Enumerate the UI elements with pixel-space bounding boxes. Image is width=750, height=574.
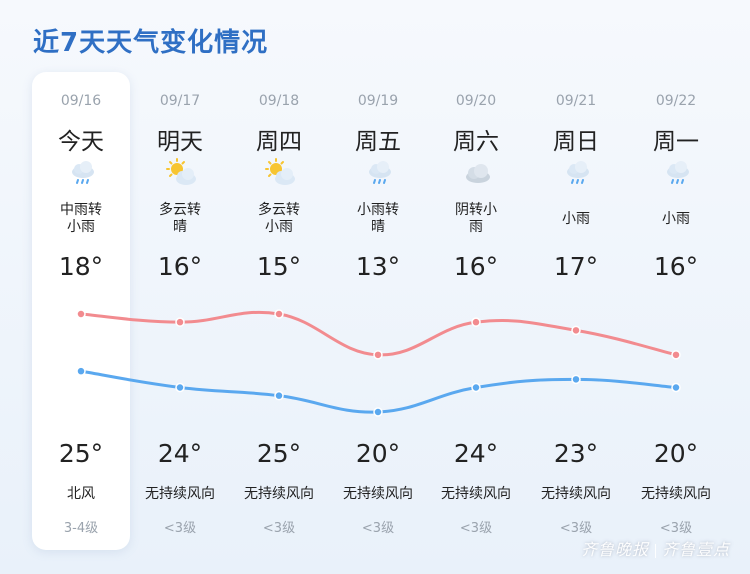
day-label: 今天 [58, 129, 104, 155]
low-temp-line [80, 369, 677, 414]
high-temp-point [571, 325, 581, 336]
day-column[interactable]: 09/16 今天中雨转 小雨 18° 25° 北风 3-4级 [32, 0, 130, 574]
weather-desc-line: 小雨 [67, 219, 95, 235]
wind-direction: 无持续风向 [641, 486, 711, 502]
watermark-right: 齐鲁壹点 [661, 540, 730, 559]
date-label: 09/20 [455, 93, 497, 109]
date-label: 09/22 [655, 93, 697, 109]
wind-level: <3级 [163, 521, 197, 536]
bottom-temp: 23° [553, 439, 599, 468]
date-label: 09/16 [60, 93, 102, 109]
page-title: 近7天天气变化情况 [33, 28, 269, 58]
date-label: 09/18 [258, 93, 300, 109]
weather-desc: 小雨转晴 [343, 202, 413, 236]
day-column[interactable]: 09/18 周四多云转 小雨 15° 25° 无持续风向 <3级 [230, 0, 328, 574]
high-temp-point [471, 317, 481, 327]
top-temp: 13° [355, 252, 401, 281]
low-temp-point [471, 382, 481, 393]
day-label: 周六 [453, 129, 499, 155]
low-temp-point [571, 374, 581, 385]
wind-direction: 无持续风向 [441, 486, 511, 502]
high-temp-point [274, 309, 284, 319]
rain-cloud-icon [562, 158, 592, 188]
weather-desc-line: 阴转小 [455, 202, 497, 218]
day-column[interactable]: 09/22 周一小雨 16° 20° 无持续风向 <3级 [627, 0, 725, 574]
wind-direction: 无持续风向 [541, 486, 611, 502]
high-temp-point [671, 350, 681, 360]
weather-desc-line: 小雨 [662, 211, 690, 227]
weather-desc-line: 多云转 [258, 202, 300, 218]
weather-desc: 小雨 [641, 211, 711, 228]
weather-desc-line: 小雨 [265, 219, 293, 235]
wind-direction: 无持续风向 [343, 486, 413, 502]
day-label: 周五 [355, 129, 401, 155]
day-column[interactable]: 09/19 周五小雨转晴 13° 20° 无持续风向 <3级 [329, 0, 427, 574]
sun-cloud-icon [265, 158, 295, 188]
weather-desc: 多云转晴 [145, 202, 215, 236]
weather-desc-line: 中雨转 [60, 202, 102, 218]
wind-level: <3级 [361, 521, 395, 536]
wind-level: <3级 [659, 521, 693, 536]
bottom-temp: 25° [256, 439, 302, 468]
top-temp: 16° [453, 252, 499, 281]
high-temp-line [80, 310, 677, 357]
top-temp: 17° [553, 252, 599, 281]
bottom-temp: 24° [157, 439, 203, 468]
weather-desc: 多云转 小雨 [244, 202, 314, 236]
high-temp-point [175, 317, 185, 327]
date-label: 09/19 [357, 93, 399, 109]
day-column[interactable]: 09/20 周六阴转小雨 16° 24° 无持续风向 <3级 [427, 0, 525, 574]
bottom-temp: 20° [653, 439, 699, 468]
low-temp-point [373, 407, 383, 417]
low-temp-point [274, 390, 284, 401]
cloud-icon [462, 158, 492, 188]
wind-level: <3级 [459, 521, 493, 536]
day-label: 周日 [553, 129, 599, 155]
weather-desc: 小雨 [541, 211, 611, 228]
sun-cloud-icon [166, 158, 196, 188]
low-temp-point [76, 366, 86, 376]
rain-cloud-icon [662, 158, 692, 188]
bottom-temp: 25° [58, 439, 104, 468]
top-temp: 16° [653, 252, 699, 281]
wind-level: <3级 [559, 521, 593, 536]
watermark: 齐鲁晚报 齐鲁壹点 [581, 536, 730, 560]
top-temp: 18° [58, 252, 104, 281]
date-label: 09/21 [555, 93, 597, 109]
weather-desc-line: 小雨转 [357, 202, 399, 218]
weather-desc-line: 小雨 [562, 211, 590, 227]
watermark-left: 齐鲁晚报 [580, 540, 649, 559]
wind-level: <3级 [262, 521, 296, 536]
day-label: 周一 [653, 129, 699, 155]
rain-cloud-icon [364, 158, 394, 188]
day-column[interactable]: 09/17 明天多云转晴 16° 24° 无持续风向 <3级 [131, 0, 229, 574]
low-temp-point [175, 382, 185, 393]
wind-direction: 北风 [67, 486, 95, 502]
weather-desc: 阴转小雨 [441, 202, 511, 236]
top-temp: 15° [256, 252, 302, 281]
day-label: 周四 [256, 129, 302, 155]
wind-level: 3-4级 [63, 521, 99, 536]
rain-cloud-icon [67, 158, 97, 188]
high-temp-point [76, 309, 86, 319]
weather-desc-line: 多云转 [159, 202, 201, 218]
bottom-temp: 24° [453, 439, 499, 468]
high-temp-point [373, 350, 383, 360]
date-label: 09/17 [159, 93, 201, 109]
weather-desc-line: 雨 [469, 219, 483, 235]
day-label: 明天 [157, 129, 203, 155]
low-temp-point [671, 382, 681, 393]
weather-desc-line: 晴 [371, 219, 385, 235]
weather-desc: 中雨转 小雨 [46, 202, 116, 236]
day-column[interactable]: 09/21 周日小雨 17° 23° 无持续风向 <3级 [527, 0, 625, 574]
weather-desc-line: 晴 [173, 219, 187, 235]
bottom-temp: 20° [355, 439, 401, 468]
wind-direction: 无持续风向 [244, 486, 314, 502]
top-temp: 16° [157, 252, 203, 281]
wind-direction: 无持续风向 [145, 486, 215, 502]
